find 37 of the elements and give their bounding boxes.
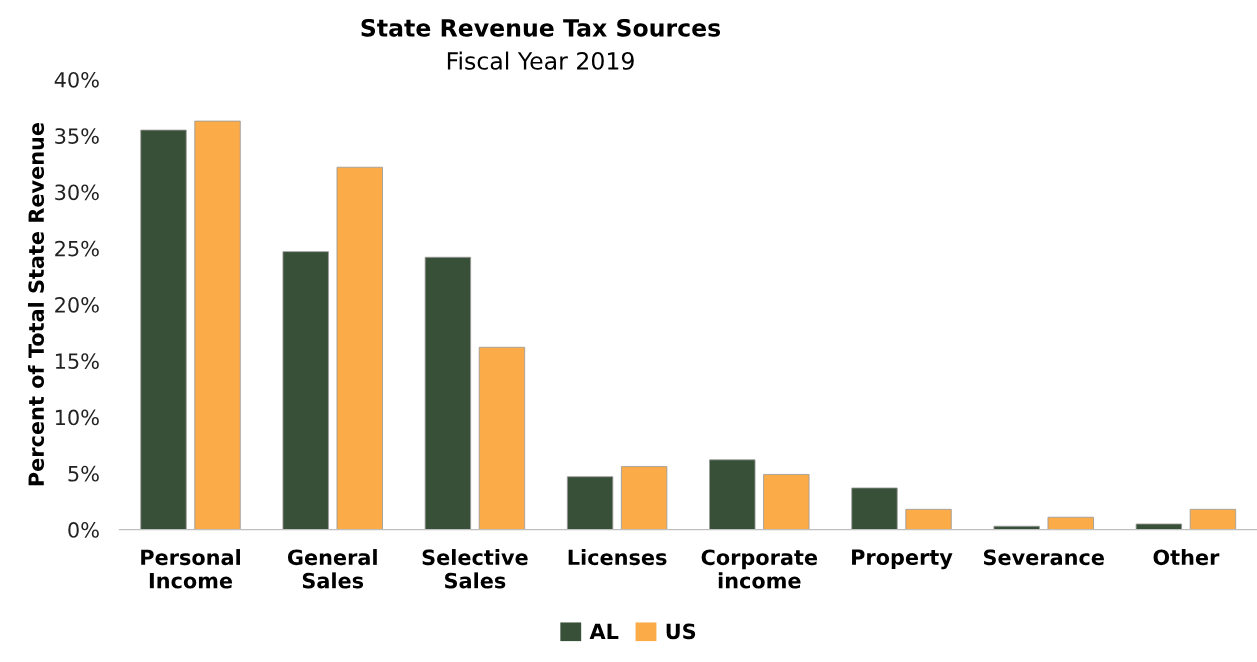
x-tick-label: Selective Sales — [422, 549, 528, 589]
y-axis-title: Percent of Total State Revenue — [27, 123, 45, 486]
x-tick-label: Property — [852, 549, 953, 570]
y-tick-label: 0% — [68, 522, 99, 538]
bar — [282, 251, 329, 530]
chart-title: State Revenue Tax Sources — [361, 18, 721, 37]
x-tick-label: Other — [1153, 549, 1220, 566]
x-tick-label: Severance — [983, 549, 1104, 566]
bar — [905, 508, 952, 530]
bar — [194, 120, 241, 530]
y-tick-label: 15% — [55, 353, 99, 369]
bar — [1047, 516, 1094, 530]
bar — [1189, 508, 1237, 530]
y-tick-label: 25% — [55, 240, 99, 257]
bar — [478, 346, 526, 530]
legend-label: AL — [589, 623, 619, 639]
legend-label: US — [666, 623, 696, 640]
y-tick-label: 10% — [55, 409, 99, 426]
bar — [424, 256, 472, 530]
bar — [1135, 523, 1183, 530]
bar — [709, 459, 756, 530]
bar — [851, 487, 898, 530]
y-tick-label: 35% — [55, 128, 99, 144]
y-tick-label: 40% — [54, 71, 99, 88]
x-tick-label: Corporate income — [701, 549, 818, 589]
x-tick-label: Licenses — [568, 549, 667, 566]
y-tick-label: 20% — [55, 296, 99, 313]
bar — [336, 166, 383, 530]
y-tick-label: 30% — [55, 184, 99, 201]
bar — [763, 474, 810, 530]
bar — [566, 476, 614, 530]
chart-subtitle: Fiscal Year 2019 — [447, 51, 634, 70]
bar — [140, 129, 187, 530]
y-tick-label: 5% — [68, 465, 99, 482]
x-tick-label: General Sales — [287, 549, 377, 589]
bar — [620, 466, 668, 530]
x-tick-label: Personal Income — [141, 549, 240, 589]
